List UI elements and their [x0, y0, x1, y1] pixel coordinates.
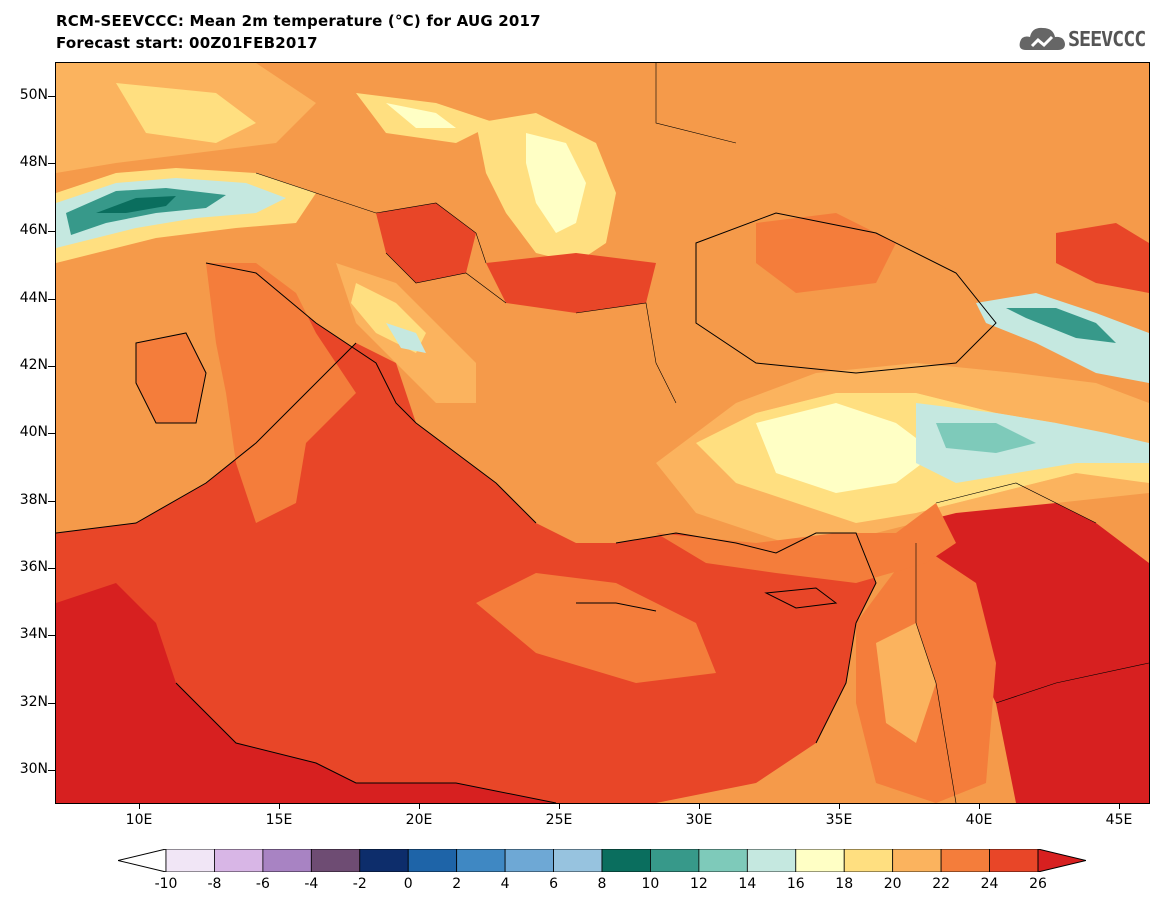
lat-label: 44N — [19, 290, 48, 306]
lon-tick — [699, 803, 700, 809]
lat-tick — [48, 366, 55, 367]
colorbar-label: -10 — [154, 876, 178, 892]
colorbar-label: 22 — [932, 876, 951, 892]
lat-tick — [48, 635, 55, 636]
lat-label: 34N — [19, 626, 48, 642]
colorbar-label: 20 — [883, 876, 902, 892]
temperature-map — [55, 62, 1150, 804]
colorbar-under-triangle — [118, 849, 167, 872]
lon-label: 45E — [1105, 812, 1133, 828]
lat-tick — [48, 163, 55, 164]
lat-label: 32N — [19, 694, 48, 710]
cloud-icon — [1019, 27, 1065, 50]
seevccc-logo: SEEVCCC — [1018, 22, 1153, 56]
colorbar-bin — [746, 849, 797, 872]
lon-tick — [979, 803, 980, 809]
colorbar-bin — [504, 849, 554, 872]
logo-text: SEEVCCC — [1068, 27, 1146, 51]
colorbar-label: 14 — [738, 876, 757, 892]
lat-label: 40N — [19, 424, 48, 440]
lon-tick — [559, 803, 560, 809]
colorbar-label: 12 — [689, 876, 708, 892]
lon-tick — [419, 803, 420, 809]
lon-tick — [1119, 803, 1120, 809]
lat-tick — [48, 433, 55, 434]
lon-label: 40E — [965, 812, 993, 828]
colorbar-bin — [407, 849, 458, 872]
lat-tick — [48, 96, 55, 97]
colorbar-label: 6 — [549, 876, 558, 892]
colorbar-label: 0 — [403, 876, 413, 892]
lon-tick — [839, 803, 840, 809]
lon-tick — [139, 803, 140, 809]
colorbar-bin — [795, 849, 845, 872]
colorbar-label: -6 — [255, 876, 270, 892]
colorbar-bin — [601, 849, 651, 872]
lon-label: 35E — [825, 812, 853, 828]
colorbar-label: 26 — [1029, 876, 1047, 892]
colorbar-label: -4 — [304, 876, 319, 892]
lat-tick — [48, 770, 55, 771]
lat-label: 42N — [19, 357, 48, 373]
colorbar-bin — [553, 849, 603, 872]
lat-tick — [48, 501, 55, 502]
lat-label: 36N — [19, 559, 48, 575]
colorbar-bin — [214, 849, 264, 872]
lat-label: 50N — [19, 87, 48, 103]
colorbar-bin — [310, 849, 361, 872]
lon-tick — [279, 803, 280, 809]
colorbar-label: 16 — [786, 876, 805, 892]
lat-label: 48N — [19, 154, 48, 170]
colorbar-over-triangle — [1037, 849, 1086, 872]
lon-label: 10E — [125, 812, 153, 828]
colorbar-label: 4 — [500, 876, 510, 892]
lon-label: 20E — [405, 812, 433, 828]
lat-label: 46N — [19, 222, 48, 238]
colorbar-bin — [843, 849, 894, 872]
forecast-start-label: Forecast start: 00Z01FEB2017 — [56, 34, 318, 52]
colorbar-label: 8 — [597, 876, 607, 892]
lat-tick — [48, 703, 55, 704]
map-title: RCM-SEEVCCC: Mean 2m temperature (°C) fo… — [56, 12, 541, 30]
colorbar-label: 10 — [641, 876, 660, 892]
colorbar-label: -2 — [352, 876, 367, 892]
lon-label: 15E — [265, 812, 293, 828]
colorbar-bin — [165, 849, 215, 872]
lat-tick — [48, 568, 55, 569]
colorbar-bin — [650, 849, 700, 872]
colorbar — [118, 849, 1086, 872]
lon-label: 30E — [685, 812, 713, 828]
lat-label: 30N — [19, 761, 48, 777]
colorbar-label: 2 — [452, 876, 462, 892]
colorbar-label: -8 — [207, 876, 222, 892]
lat-label: 38N — [19, 492, 48, 508]
colorbar-bin — [989, 849, 1039, 872]
lat-tick — [48, 299, 55, 300]
colorbar-label: 18 — [835, 876, 854, 892]
colorbar-bin — [262, 849, 312, 872]
colorbar-bin — [892, 849, 942, 872]
colorbar-bin — [456, 849, 506, 872]
colorbar-bin — [359, 849, 409, 872]
colorbar-bin — [698, 849, 748, 872]
lon-label: 25E — [545, 812, 573, 828]
lat-tick — [48, 231, 55, 232]
colorbar-label: 24 — [980, 876, 999, 892]
colorbar-bin — [940, 849, 990, 872]
